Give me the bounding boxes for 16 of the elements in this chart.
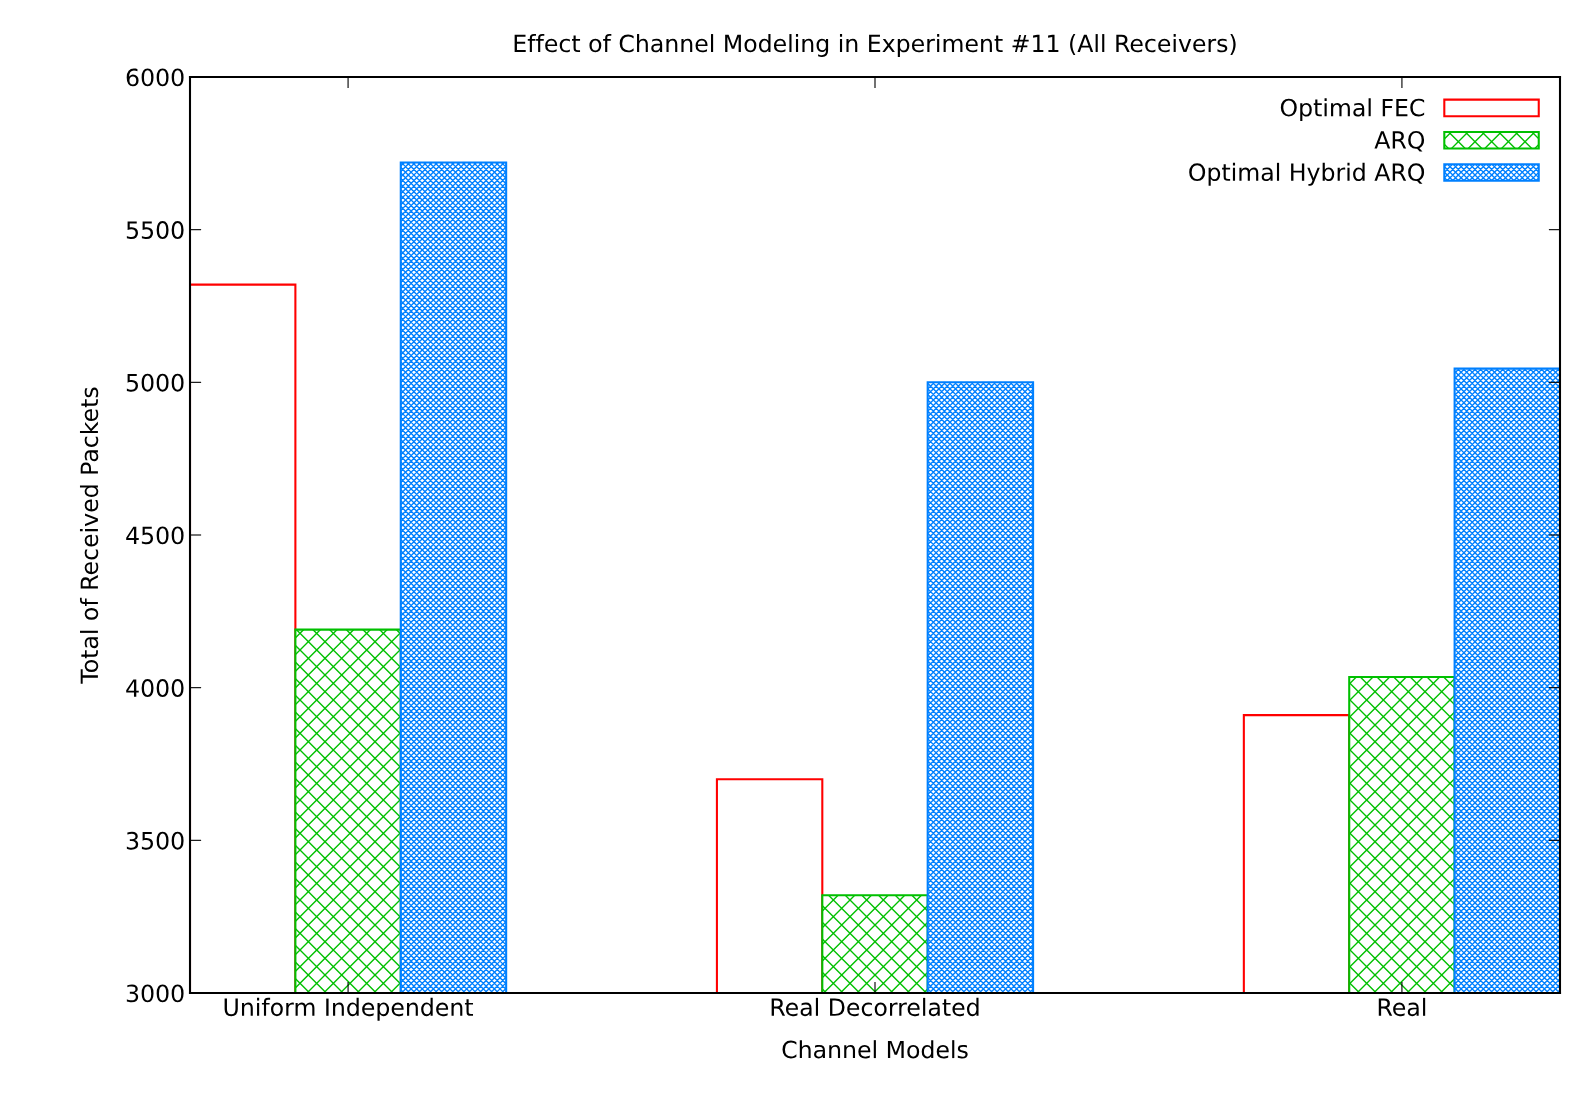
chart-title: Effect of Channel Modeling in Experiment #11 (All Receivers) — [514, 34, 1236, 57]
y-tick-label: 3500 — [126, 831, 184, 850]
x-tick-label: Real — [1378, 997, 1426, 1017]
x-tick-label: Real Decorrelated — [771, 997, 979, 1017]
x-axis-title: Channel Models — [782, 1040, 968, 1059]
y-tick-label: 4500 — [126, 526, 184, 545]
x-tick-label: Uniform Independent — [224, 997, 474, 1021]
legend-label: Optimal Hybrid ARQ — [1189, 162, 1425, 186]
y-tick-label: 5000 — [126, 373, 184, 392]
y-axis-title: Total of Received Packets — [79, 387, 99, 684]
legend-label: Optimal FEC — [1280, 98, 1425, 122]
y-tick-label: 4000 — [126, 679, 184, 697]
y-tick-label: 3000 — [126, 984, 184, 1003]
y-tick-label: 5500 — [126, 221, 184, 239]
y-tick-label: 6000 — [126, 68, 184, 87]
legend-label: ARQ — [1374, 130, 1425, 152]
